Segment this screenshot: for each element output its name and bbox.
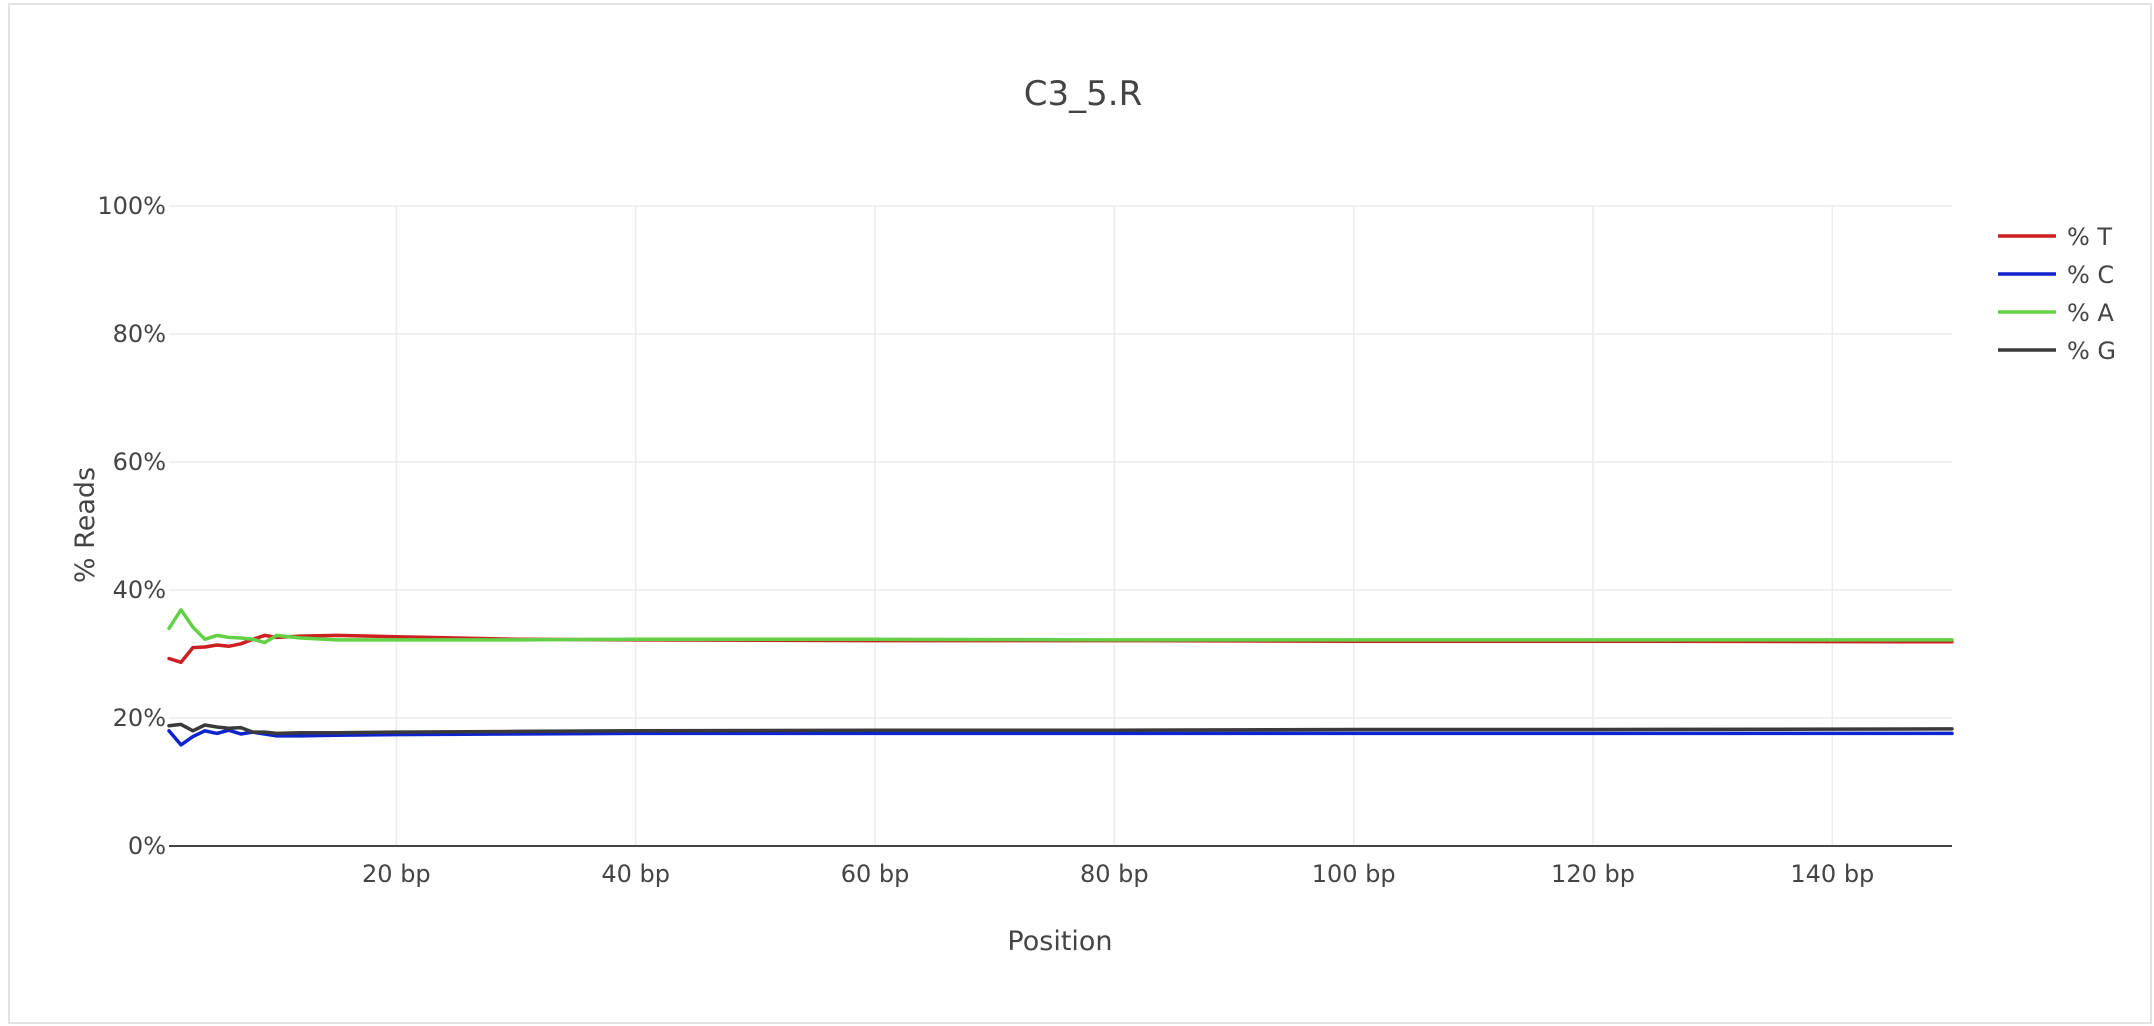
- x-tick-label: 120 bp: [1551, 860, 1635, 888]
- y-tick-label: 80%: [113, 320, 166, 348]
- y-tick-label: 20%: [113, 704, 166, 732]
- chart-frame: [8, 3, 2152, 1024]
- legend-label-c: % C: [2067, 261, 2114, 289]
- legend[interactable]: % T % C % A % G: [1998, 223, 2116, 365]
- x-tick-label: 80 bp: [1080, 860, 1149, 888]
- axes: 0% 20% 40% 60% 80% 100% 20 bp 40 bp 60 bp 80 bp 10…: [97, 192, 1952, 888]
- y-axis-title: % Reads: [70, 467, 101, 583]
- y-tick-label: 60%: [113, 448, 166, 476]
- x-tick-label: 60 bp: [841, 860, 910, 888]
- x-tick-label: 40 bp: [601, 860, 670, 888]
- legend-label-a: % A: [2067, 299, 2114, 327]
- y-tick-label: 40%: [113, 576, 166, 604]
- series-line-a: [167, 608, 1954, 645]
- series-line-c: [167, 728, 1954, 747]
- chart-title: C3_5.R: [1024, 74, 1142, 114]
- x-axis-title: Position: [1007, 926, 1112, 957]
- legend-label-g: % G: [2067, 337, 2116, 365]
- series-lines: [167, 608, 1954, 747]
- x-tick-label: 100 bp: [1312, 860, 1396, 888]
- x-tick-label: 20 bp: [362, 860, 431, 888]
- y-tick-label: 0%: [128, 832, 166, 860]
- legend-label-t: % T: [2067, 223, 2112, 251]
- series-line-g: [167, 722, 1954, 736]
- y-tick-label: 100%: [97, 192, 166, 220]
- grid: [169, 205, 1952, 846]
- x-tick-label: 140 bp: [1790, 860, 1874, 888]
